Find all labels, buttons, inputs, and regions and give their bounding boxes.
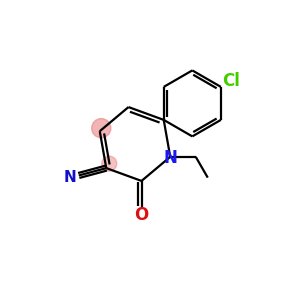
Circle shape [102, 156, 117, 171]
Circle shape [92, 118, 111, 138]
Text: Cl: Cl [222, 72, 240, 90]
Text: N: N [64, 170, 76, 185]
Text: N: N [164, 149, 178, 167]
Text: O: O [134, 206, 148, 224]
